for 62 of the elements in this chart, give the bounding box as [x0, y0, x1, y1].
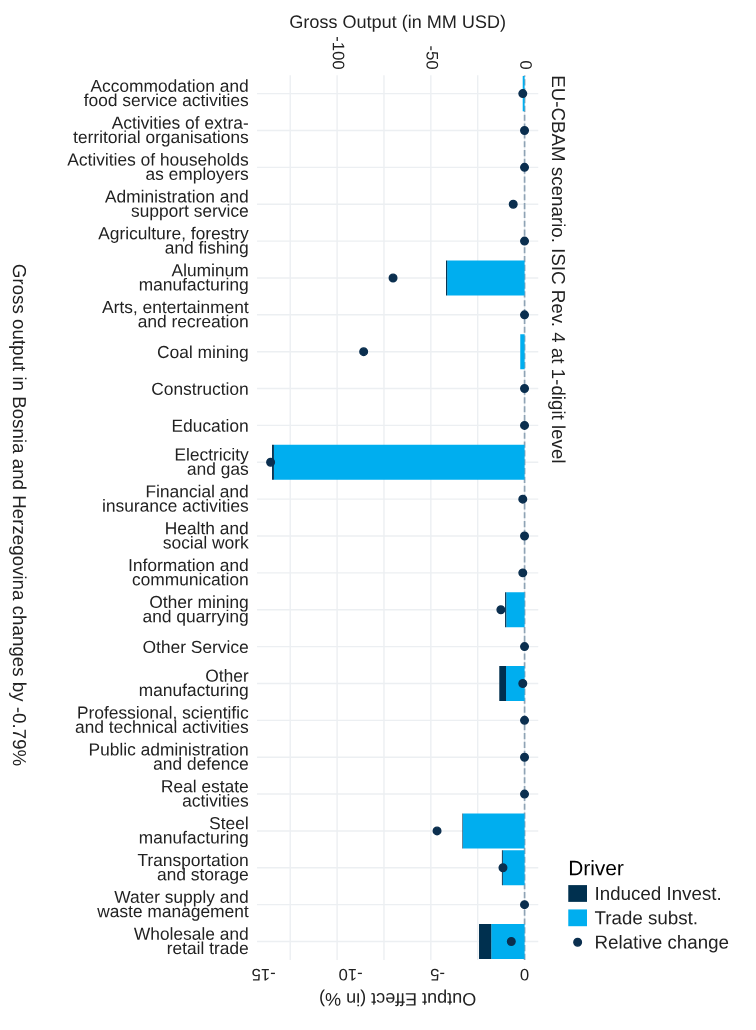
point	[508, 199, 518, 209]
y-tick-label: Other Service	[143, 640, 248, 654]
point	[496, 605, 506, 615]
y-tick-label: Administration and support service	[104, 189, 248, 221]
x2-tick-label: -100	[332, 37, 345, 69]
point	[520, 310, 530, 320]
y-tick-label: Aluminum manufacturing	[139, 263, 248, 295]
point	[520, 715, 530, 725]
legend-title: Driver	[569, 860, 624, 876]
y-tick-label: Professional, scientific and technical activities	[75, 705, 249, 733]
point	[266, 457, 276, 467]
point	[518, 568, 528, 578]
legend-label: Trade subst.	[594, 910, 697, 925]
y-tick-label: Education	[172, 419, 248, 432]
y-tick-label: Wholesale and retail trade	[133, 927, 248, 955]
point	[520, 900, 530, 910]
text: EU-CBAM scenario. ISIC Rev. 4 at 1-digit level	[548, 76, 566, 463]
point	[432, 826, 442, 836]
y-tick-label: Other mining and quarrying	[143, 595, 248, 626]
y-tick-label: Arts, entertainment and recreation	[102, 300, 249, 328]
point	[520, 162, 530, 172]
y-tick-label: Construction	[152, 382, 248, 396]
point	[388, 273, 398, 283]
x-tick-label: -5	[430, 968, 445, 981]
y-tick-label: Health and social work	[163, 521, 249, 549]
y-tick-label: Coal mining	[157, 345, 248, 362]
x-tick-label: -15	[252, 968, 275, 981]
point	[520, 752, 530, 762]
y-tick-label: Financial and insurance activities	[103, 484, 249, 512]
point	[520, 384, 530, 394]
point	[518, 494, 528, 504]
point	[520, 642, 530, 652]
point	[520, 236, 530, 246]
y-tick-label: Agriculture, forestry and fishing	[98, 226, 249, 258]
point	[520, 420, 530, 430]
y-tick-label: Public administration and defence	[89, 742, 248, 770]
point	[518, 89, 528, 99]
y-tick-label: Other manufacturing	[139, 669, 249, 700]
point	[359, 347, 369, 357]
y-tick-label: Real estate activities	[162, 779, 249, 807]
y-tick-label: Water supply and waste management	[97, 890, 249, 921]
point	[498, 863, 508, 873]
point	[518, 678, 528, 688]
y-tick-label: Accommodation and food service activities	[83, 79, 249, 107]
y-tick-label: Transportation and storage	[137, 853, 248, 884]
x-axis-title: Output Effect (in %)	[320, 989, 476, 1007]
y-tick-label: Activities of households as employers	[67, 152, 249, 184]
x2-tick-label: 0	[520, 61, 532, 69]
point	[520, 531, 530, 541]
point	[520, 125, 530, 135]
x2-tick-label: -50	[426, 46, 439, 69]
y-tick-label: Activities of extra- territorial organisations	[73, 116, 249, 147]
legend-label: Induced Invest.	[596, 886, 720, 901]
x-tick-label: -10	[339, 968, 362, 981]
y-tick-label: Steel manufacturing	[139, 816, 248, 848]
x2-axis-title: Gross Output (in MM USD)	[290, 14, 505, 32]
y-tick-label: Information and communication	[129, 558, 248, 586]
y-tick-label: Electricity and gas	[175, 447, 249, 479]
x-tick-label: 0	[520, 968, 529, 981]
text: Gross output in Bosnia and Herzegovina changes by -0.79%	[9, 264, 27, 766]
point	[520, 789, 530, 799]
legend-label: Relative change	[596, 934, 729, 953]
